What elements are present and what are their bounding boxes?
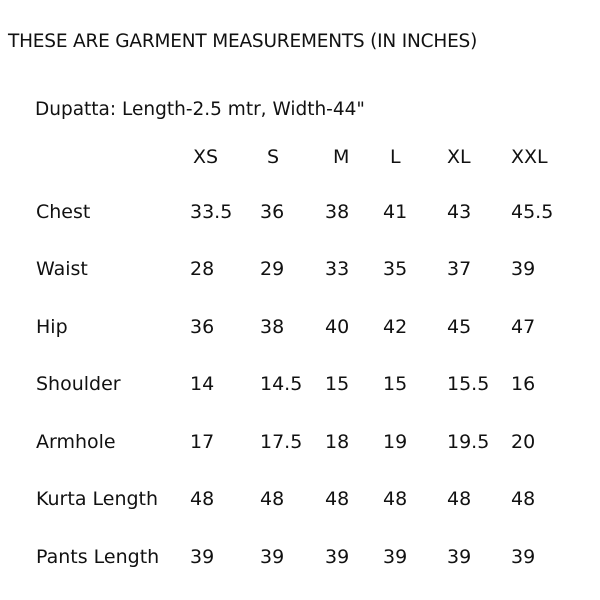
row-label: Chest (36, 201, 91, 223)
row-label: Waist (36, 258, 88, 280)
size-header-s: S (267, 146, 280, 168)
measurement-cell: 20 (511, 431, 536, 453)
measurement-cell: 19 (383, 431, 408, 453)
measurement-cell: 33 (325, 258, 350, 280)
measurement-cell: 33.5 (190, 201, 233, 223)
size-header-l: L (390, 146, 401, 168)
measurement-cell: 39 (511, 546, 536, 568)
measurement-cell: 39 (383, 546, 408, 568)
measurement-cell: 39 (511, 258, 536, 280)
measurement-cell: 47 (511, 316, 536, 338)
page-title: THESE ARE GARMENT MEASUREMENTS (IN INCHE… (8, 31, 478, 52)
dupatta-note: Dupatta: Length-2.5 mtr, Width-44" (35, 99, 365, 120)
measurement-cell: 45 (447, 316, 472, 338)
measurement-cell: 16 (511, 373, 536, 395)
measurement-cell: 43 (447, 201, 472, 223)
measurement-cell: 39 (447, 546, 472, 568)
measurement-cell: 17 (190, 431, 215, 453)
size-header-m: M (333, 146, 350, 168)
measurement-cell: 39 (190, 546, 215, 568)
measurement-cell: 41 (383, 201, 408, 223)
measurement-cell: 45.5 (511, 201, 554, 223)
measurement-cell: 38 (260, 316, 285, 338)
measurement-cell: 48 (325, 488, 350, 510)
measurement-cell: 39 (260, 546, 285, 568)
row-label: Kurta Length (36, 488, 159, 510)
row-label: Shoulder (36, 373, 121, 395)
measurement-cell: 28 (190, 258, 215, 280)
row-label: Pants Length (36, 546, 160, 568)
measurement-cell: 36 (190, 316, 215, 338)
measurement-cell: 48 (383, 488, 408, 510)
measurement-cell: 48 (447, 488, 472, 510)
size-header-xxl: XXL (511, 146, 548, 168)
measurement-cell: 14.5 (260, 373, 303, 395)
size-header-xs: XS (193, 146, 219, 168)
measurement-cell: 48 (260, 488, 285, 510)
measurement-cell: 14 (190, 373, 215, 395)
measurement-cell: 37 (447, 258, 472, 280)
measurement-cell: 39 (325, 546, 350, 568)
measurement-cell: 18 (325, 431, 350, 453)
measurement-cell: 15 (383, 373, 408, 395)
measurement-cell: 38 (325, 201, 350, 223)
measurement-cell: 15 (325, 373, 350, 395)
measurement-cell: 29 (260, 258, 285, 280)
measurement-cell: 17.5 (260, 431, 303, 453)
measurement-cell: 48 (190, 488, 215, 510)
row-label: Hip (36, 316, 68, 338)
measurement-cell: 15.5 (447, 373, 490, 395)
measurement-cell: 35 (383, 258, 408, 280)
row-label: Armhole (36, 431, 116, 453)
measurement-cell: 36 (260, 201, 285, 223)
measurement-cell: 40 (325, 316, 350, 338)
measurement-cell: 19.5 (447, 431, 490, 453)
size-header-xl: XL (447, 146, 471, 168)
measurement-cell: 42 (383, 316, 408, 338)
measurement-cell: 48 (511, 488, 536, 510)
